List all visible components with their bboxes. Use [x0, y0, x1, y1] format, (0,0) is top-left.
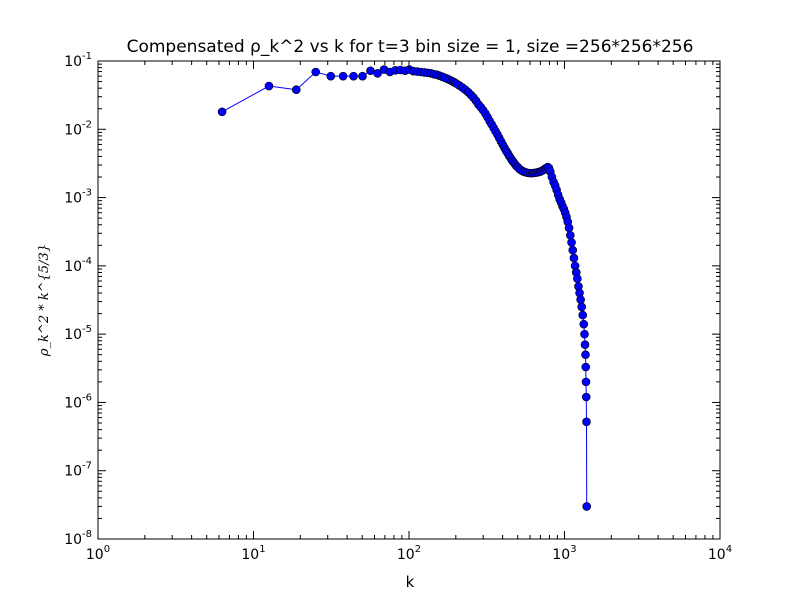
data-point — [581, 377, 591, 387]
data-point — [581, 392, 591, 402]
data-point — [568, 245, 578, 255]
y-tick-label: 10-6 — [64, 392, 92, 411]
data-point — [577, 302, 586, 312]
plot-area: 100 101 102 103 104 10-8 10-7 10-6 10-5 10-4 10-3 1… — [64, 51, 732, 563]
data-point — [264, 81, 274, 91]
x-axis-label: k — [406, 573, 415, 591]
data-point — [366, 66, 375, 76]
data-point — [579, 319, 589, 329]
y-axis-label: ρ_k^2 * k^{5/3} — [37, 244, 52, 357]
series-layer — [217, 65, 592, 511]
data-point — [326, 71, 336, 81]
data-point — [582, 417, 591, 427]
data-point — [569, 253, 579, 263]
y-tick-label: 10-3 — [64, 188, 92, 207]
x-tick-label: 103 — [552, 544, 576, 563]
data-point — [373, 69, 382, 78]
data-point — [566, 231, 575, 240]
plot-frame — [97, 60, 721, 540]
tick-layer: 100 101 102 103 104 10-8 10-7 10-6 10-5 10-4 10-3 1… — [64, 51, 732, 563]
data-point — [349, 71, 358, 81]
data-point — [582, 502, 592, 511]
y-tick-label: 10-8 — [64, 529, 92, 548]
y-tick-label: 10-7 — [64, 461, 92, 480]
y-tick-label: 10-5 — [64, 324, 92, 343]
data-point — [573, 274, 582, 283]
data-point — [358, 71, 367, 81]
data-point — [580, 340, 590, 350]
data-point — [580, 329, 589, 339]
y-tick-label: 10-2 — [64, 119, 92, 138]
data-point — [338, 71, 348, 81]
data-point — [564, 223, 574, 233]
data-point — [576, 295, 585, 304]
data-point — [311, 67, 321, 77]
x-tick-label: 102 — [397, 544, 421, 563]
data-point — [217, 107, 227, 117]
x-tick-label: 104 — [708, 544, 732, 563]
x-tick-label: 100 — [86, 544, 110, 563]
chart-title: Compensated ρ_k^2 vs k for t=3 bin size … — [127, 37, 694, 57]
y-tick-label: 10-1 — [64, 51, 92, 70]
y-tick-label: 10-4 — [64, 256, 92, 275]
data-point — [581, 362, 591, 372]
data-point — [581, 350, 590, 359]
x-tick-label: 101 — [241, 544, 265, 563]
data-point — [567, 238, 576, 247]
data-point — [578, 310, 588, 320]
data-point — [292, 85, 301, 94]
